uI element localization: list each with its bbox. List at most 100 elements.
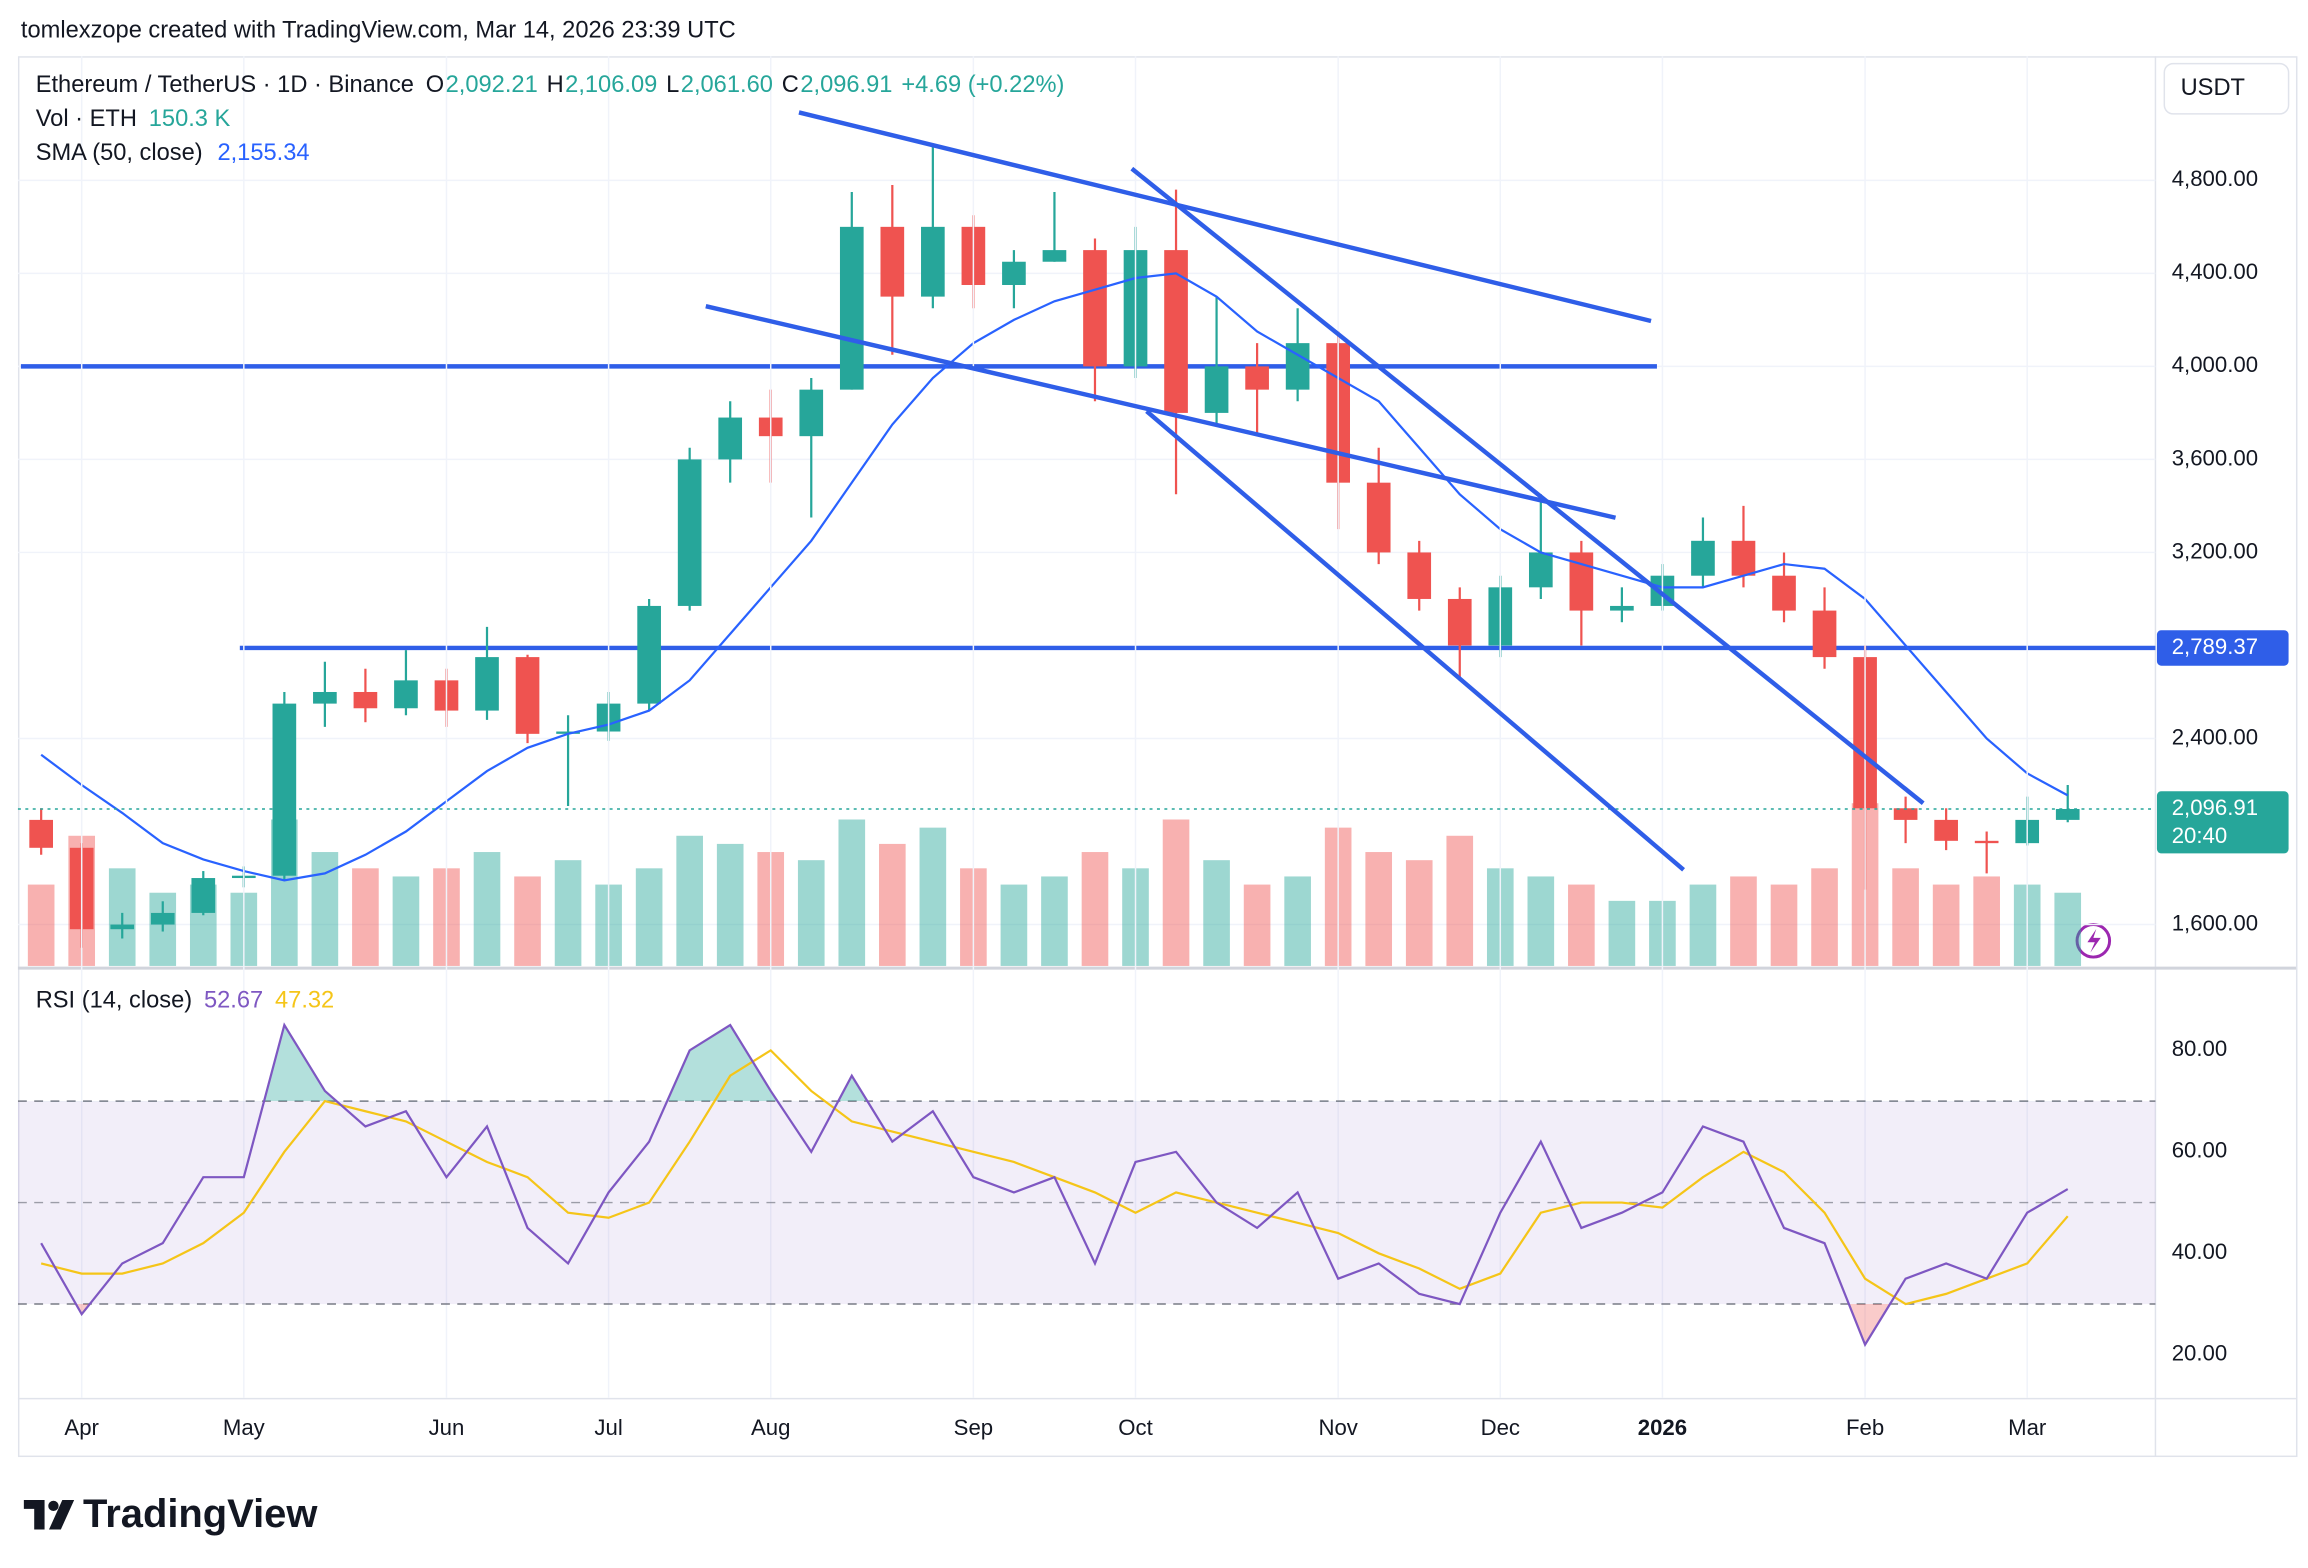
y-tick-label: 3,200.00 [2172,538,2258,563]
frame [17,56,2298,1458]
y-tick-label: 1,600.00 [2172,910,2258,935]
volume-bar [676,835,703,966]
logo-dot [48,1500,59,1512]
last-price-label: 2,096.91 [2172,795,2258,820]
candle-body [1407,552,1432,599]
y-tick-label: 4,400.00 [2172,259,2258,284]
candle-body [1893,808,1918,820]
volume-bar [879,843,906,966]
trendline [1130,166,1925,805]
volume-bar [1689,884,1717,966]
alert-bolt [2087,928,2101,953]
candle-body [150,912,175,925]
ohlc-value: 2,096.91 [800,72,892,98]
logo-mark [23,1499,75,1530]
volume-bar [1568,884,1595,966]
candle-body [1285,343,1310,390]
rsi-pane [17,1022,2156,1348]
volume-bar [1081,852,1109,966]
trendline [705,304,1617,520]
x-tick-label: Apr [64,1415,99,1440]
candle-body [1245,366,1269,390]
candle-body [1204,366,1229,413]
x-tick-label: Feb [1846,1415,1884,1440]
candle-body [1447,598,1472,646]
sma-legend: SMA (50, close) [36,140,203,166]
volume-bar [1405,860,1433,966]
sma-last: 2,155.34 [217,140,309,166]
y-tick-label: 40.00 [2172,1239,2227,1264]
volume-bar [1284,876,1311,966]
candle-body [2055,808,2080,820]
volume-bar [635,868,663,966]
volume-bar [919,827,947,966]
ohlc-key: H [547,72,564,98]
x-tick-label: Jun [429,1415,465,1440]
volume-bar [311,852,339,966]
candle-body [1164,250,1188,413]
candle-body [556,731,580,734]
trendlines [705,110,1925,872]
candle-body [677,459,702,606]
ohlc-key: C [782,72,799,98]
candle-body [799,389,824,437]
change: +4.69 (+0.22%) [901,72,1064,98]
candle-body [29,819,53,848]
y-tick-label: 4,800.00 [2172,166,2258,191]
x-tick-label: Sep [954,1415,993,1440]
candle-body [475,657,499,711]
price-level-box [2156,630,2289,666]
y-tick-label: 60.00 [2172,1138,2227,1163]
x-tick-label: Dec [1481,1415,1520,1440]
candle-body [1731,540,1756,576]
candle-body [353,691,378,709]
volume-bar [1446,835,1474,966]
volume-bar [716,843,744,966]
candle-body [839,226,864,390]
candle-body [1812,610,1837,658]
candle-body [110,924,135,930]
x-tick-label: Mar [2008,1415,2047,1440]
x-tick-label: Aug [751,1415,790,1440]
volume-bar [1041,876,1068,966]
volume-bar [797,860,825,966]
currency: USDT [2181,75,2245,101]
volume-bar [1932,884,1960,966]
candle-body [394,680,418,709]
volume-bar [514,876,541,966]
y-tick-label: 20.00 [2172,1341,2227,1366]
candle-body [1934,819,1958,841]
ohlc-key: L [666,72,679,98]
y-tick-label: 4,000.00 [2172,352,2258,377]
volume-bar [352,868,379,966]
volume-bar [1730,876,1757,966]
ohlc-value: 2,092.21 [446,72,538,98]
y-tick-label: 2,400.00 [2172,724,2258,749]
volume-bar [1243,884,1271,966]
legend-title: Ethereum / TetherUS · 1D · Binance [36,72,414,98]
currency-box[interactable] [2163,62,2290,115]
volume-bar [2054,892,2082,966]
watermark: tomlexzope created with TradingView.com,… [21,17,736,43]
candle-body [880,226,905,297]
candle-body [1691,540,1715,576]
rsi-line [40,1022,2069,1348]
rsi-last: 47.32 [275,988,334,1014]
volume-bar [1770,884,1798,966]
y-tick-label: 80.00 [2172,1036,2227,1061]
trendline [798,110,1652,324]
ohlc-key: O [426,72,444,98]
x-tick-label: Oct [1118,1415,1153,1440]
candle-body [1974,840,1999,844]
x-tick-label: Nov [1318,1415,1358,1440]
volume-bar [1162,819,1190,966]
volume-bar [838,819,866,966]
volume-legend: Vol · ETH [36,106,137,132]
candle-body [921,226,945,297]
candle-body [637,605,661,704]
candle-body [1366,482,1391,553]
x-tick-label: 2026 [1638,1415,1687,1440]
candle-body [1772,575,1796,611]
